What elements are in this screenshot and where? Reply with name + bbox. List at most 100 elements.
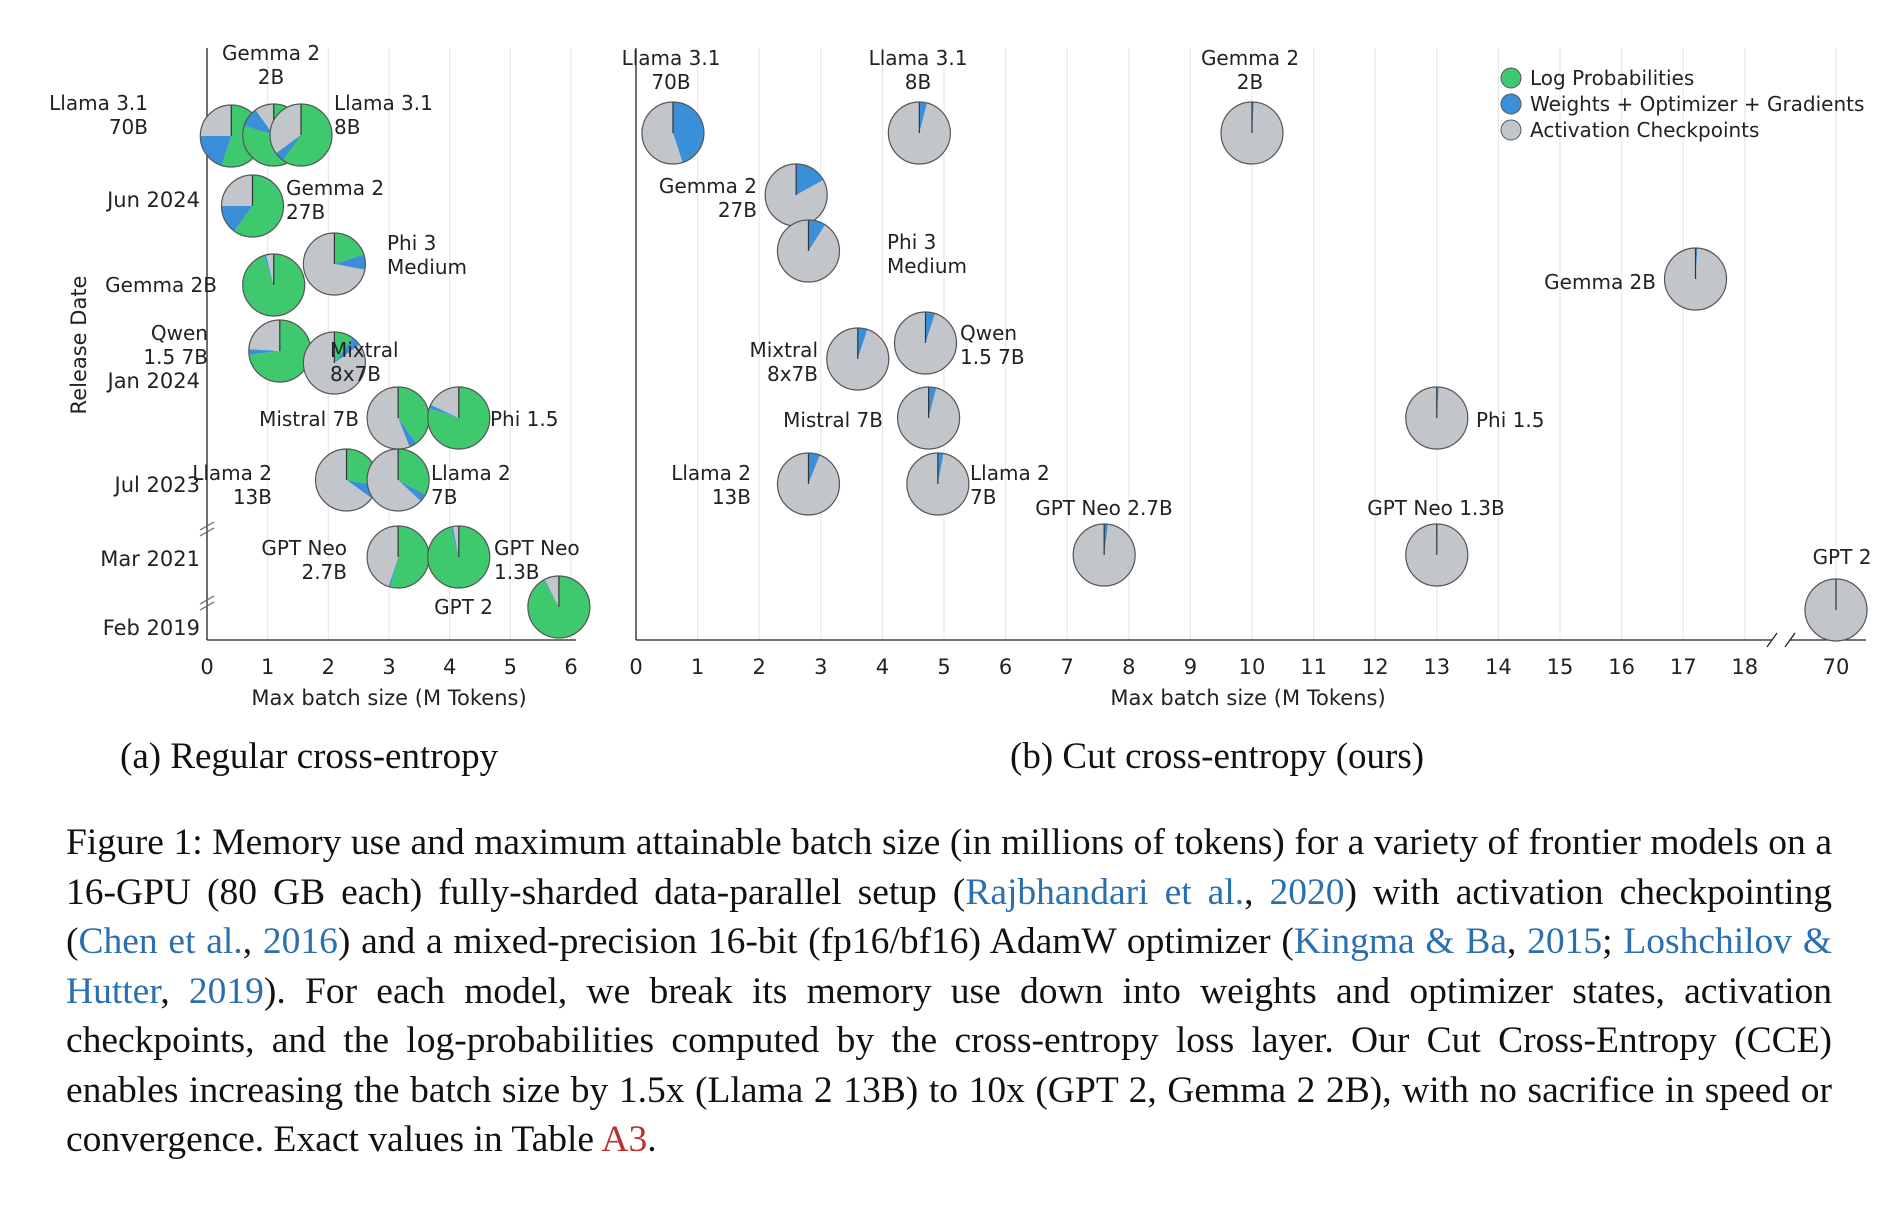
point-label: Llama 2 [671,461,751,485]
point-label: Phi 3 [387,231,436,255]
point-label: Gemma 2 [1201,46,1299,70]
point-label: 8B [334,115,360,139]
pie-marker [641,101,705,165]
legend-swatch-wog [1500,93,1522,115]
pie-outline [776,452,841,516]
caption-text: . [647,1119,657,1160]
pie-slice-wog [429,404,459,418]
point-label: 1.5 7B [960,345,1025,369]
citation-link[interactable]: Chen et al. [78,921,243,962]
subcaption-regular: (a) Regular cross-entropy [120,736,499,777]
pie-slice-wog [937,453,944,484]
point-label: Llama 3.1 [869,46,968,70]
caption-text: , [160,970,189,1012]
x-tick-label: 16 [1608,655,1635,679]
pie-marker [302,232,366,296]
x-axis-label: Max batch size (M Tokens) [1110,686,1385,710]
pie-marker [366,525,430,589]
x-tick-label: 4 [443,655,456,679]
point-label: Qwen [960,321,1017,345]
citation-link[interactable]: 2015 [1527,921,1603,962]
point-label: 27B [718,198,757,222]
x-tick-label: 6 [999,655,1012,679]
point-label: Gemma 2 [286,176,384,200]
point-label: Gemma 2 [659,174,757,198]
table-reference-link[interactable]: A3 [601,1119,648,1160]
pie-slice-wog [808,453,820,484]
pie-marker [527,575,591,639]
pie-marker [427,525,491,589]
pie-slice-wog [388,557,399,588]
pie-slice-wog [928,387,937,418]
axis-break-mark [199,595,215,605]
pie-slice-wog [1104,524,1109,555]
citation-link[interactable]: 2020 [1269,871,1345,913]
pie-slice-wog [451,526,459,557]
pie-slice-wog [334,337,360,363]
point-label: Llama 2 [970,461,1050,485]
pie-outline [427,525,491,589]
panel-regular-cross-entropy: 0 1 2 3 4 5 6 Jun 2024 Jan 2024 Jul 2023 Mar 2021 F… [49,41,591,710]
pie-outline [242,253,306,317]
pie-slice-wog [398,418,417,447]
pie-slice-act [266,254,274,285]
pie-slice-act [1405,387,1468,450]
x-tick-label: 1 [261,655,274,679]
point-label: Llama 3.1 [334,91,433,115]
point-label: Phi 3 [887,230,936,254]
x-tick-label: 10 [1239,655,1266,679]
pie-marker [1220,101,1284,165]
pie-slice-act [200,105,232,136]
point-label: Mixtral [330,338,399,362]
point-label: GPT Neo [494,536,580,560]
point-label: Llama 2 [431,461,511,485]
point-label: 8x7B [330,362,381,386]
pie-slice-wog [244,109,274,135]
pie-slice-wog [925,312,936,343]
pie-outline [1663,247,1728,311]
citation-link[interactable]: 2016 [262,921,338,962]
caption-text: , [1244,871,1270,913]
x-tick-label: 3 [814,655,827,679]
citation-link[interactable]: 2019 [188,970,264,1012]
pie-marker [248,319,312,383]
x-tick-label: 3 [382,655,395,679]
pie-slice-log [334,232,364,264]
caption-text: , [1507,921,1528,962]
pie-outline [1405,523,1469,587]
x-tick-label: 4 [876,655,889,679]
x-tick-label: 14 [1485,655,1512,679]
legend-swatch-act [1500,119,1522,141]
pie-marker [1804,578,1868,642]
pie-outline [1405,386,1469,450]
pie-marker [269,103,333,167]
y-axis-label: Release Date [67,276,91,415]
citation-link[interactable]: Loshchilov & Hutter [66,921,1832,1012]
point-label: Mistral 7B [783,408,883,432]
pie-marker [776,452,841,516]
pie-marker [826,327,890,391]
pie-outline [641,101,705,165]
pie-marker [302,331,366,395]
pie-slice-wog [248,349,280,355]
pie-marker [764,163,828,227]
pie-outline [776,219,841,283]
pie-outline [527,575,591,639]
x-tick-label: 15 [1547,655,1574,679]
point-label: 70B [109,115,148,139]
pie-outline [887,101,951,165]
pie-slice-log [398,386,430,444]
citation-link[interactable]: Rajbhandari et al. [965,871,1245,913]
axis-break-mark [1766,632,1778,648]
pie-outline [893,311,958,375]
point-label: Gemma 2B [1544,270,1656,294]
point-label: 2.7B [301,560,347,584]
pie-outline [826,327,890,391]
citation-link[interactable]: Kingma & Ba [1293,921,1507,962]
caption-text: ). For each model, we break its memory u… [66,970,1832,1161]
point-label: Phi 1.5 [1476,408,1544,432]
subcaption-cut: (b) Cut cross-entropy (ours) [1010,736,1425,777]
point-label: Medium [387,255,467,279]
